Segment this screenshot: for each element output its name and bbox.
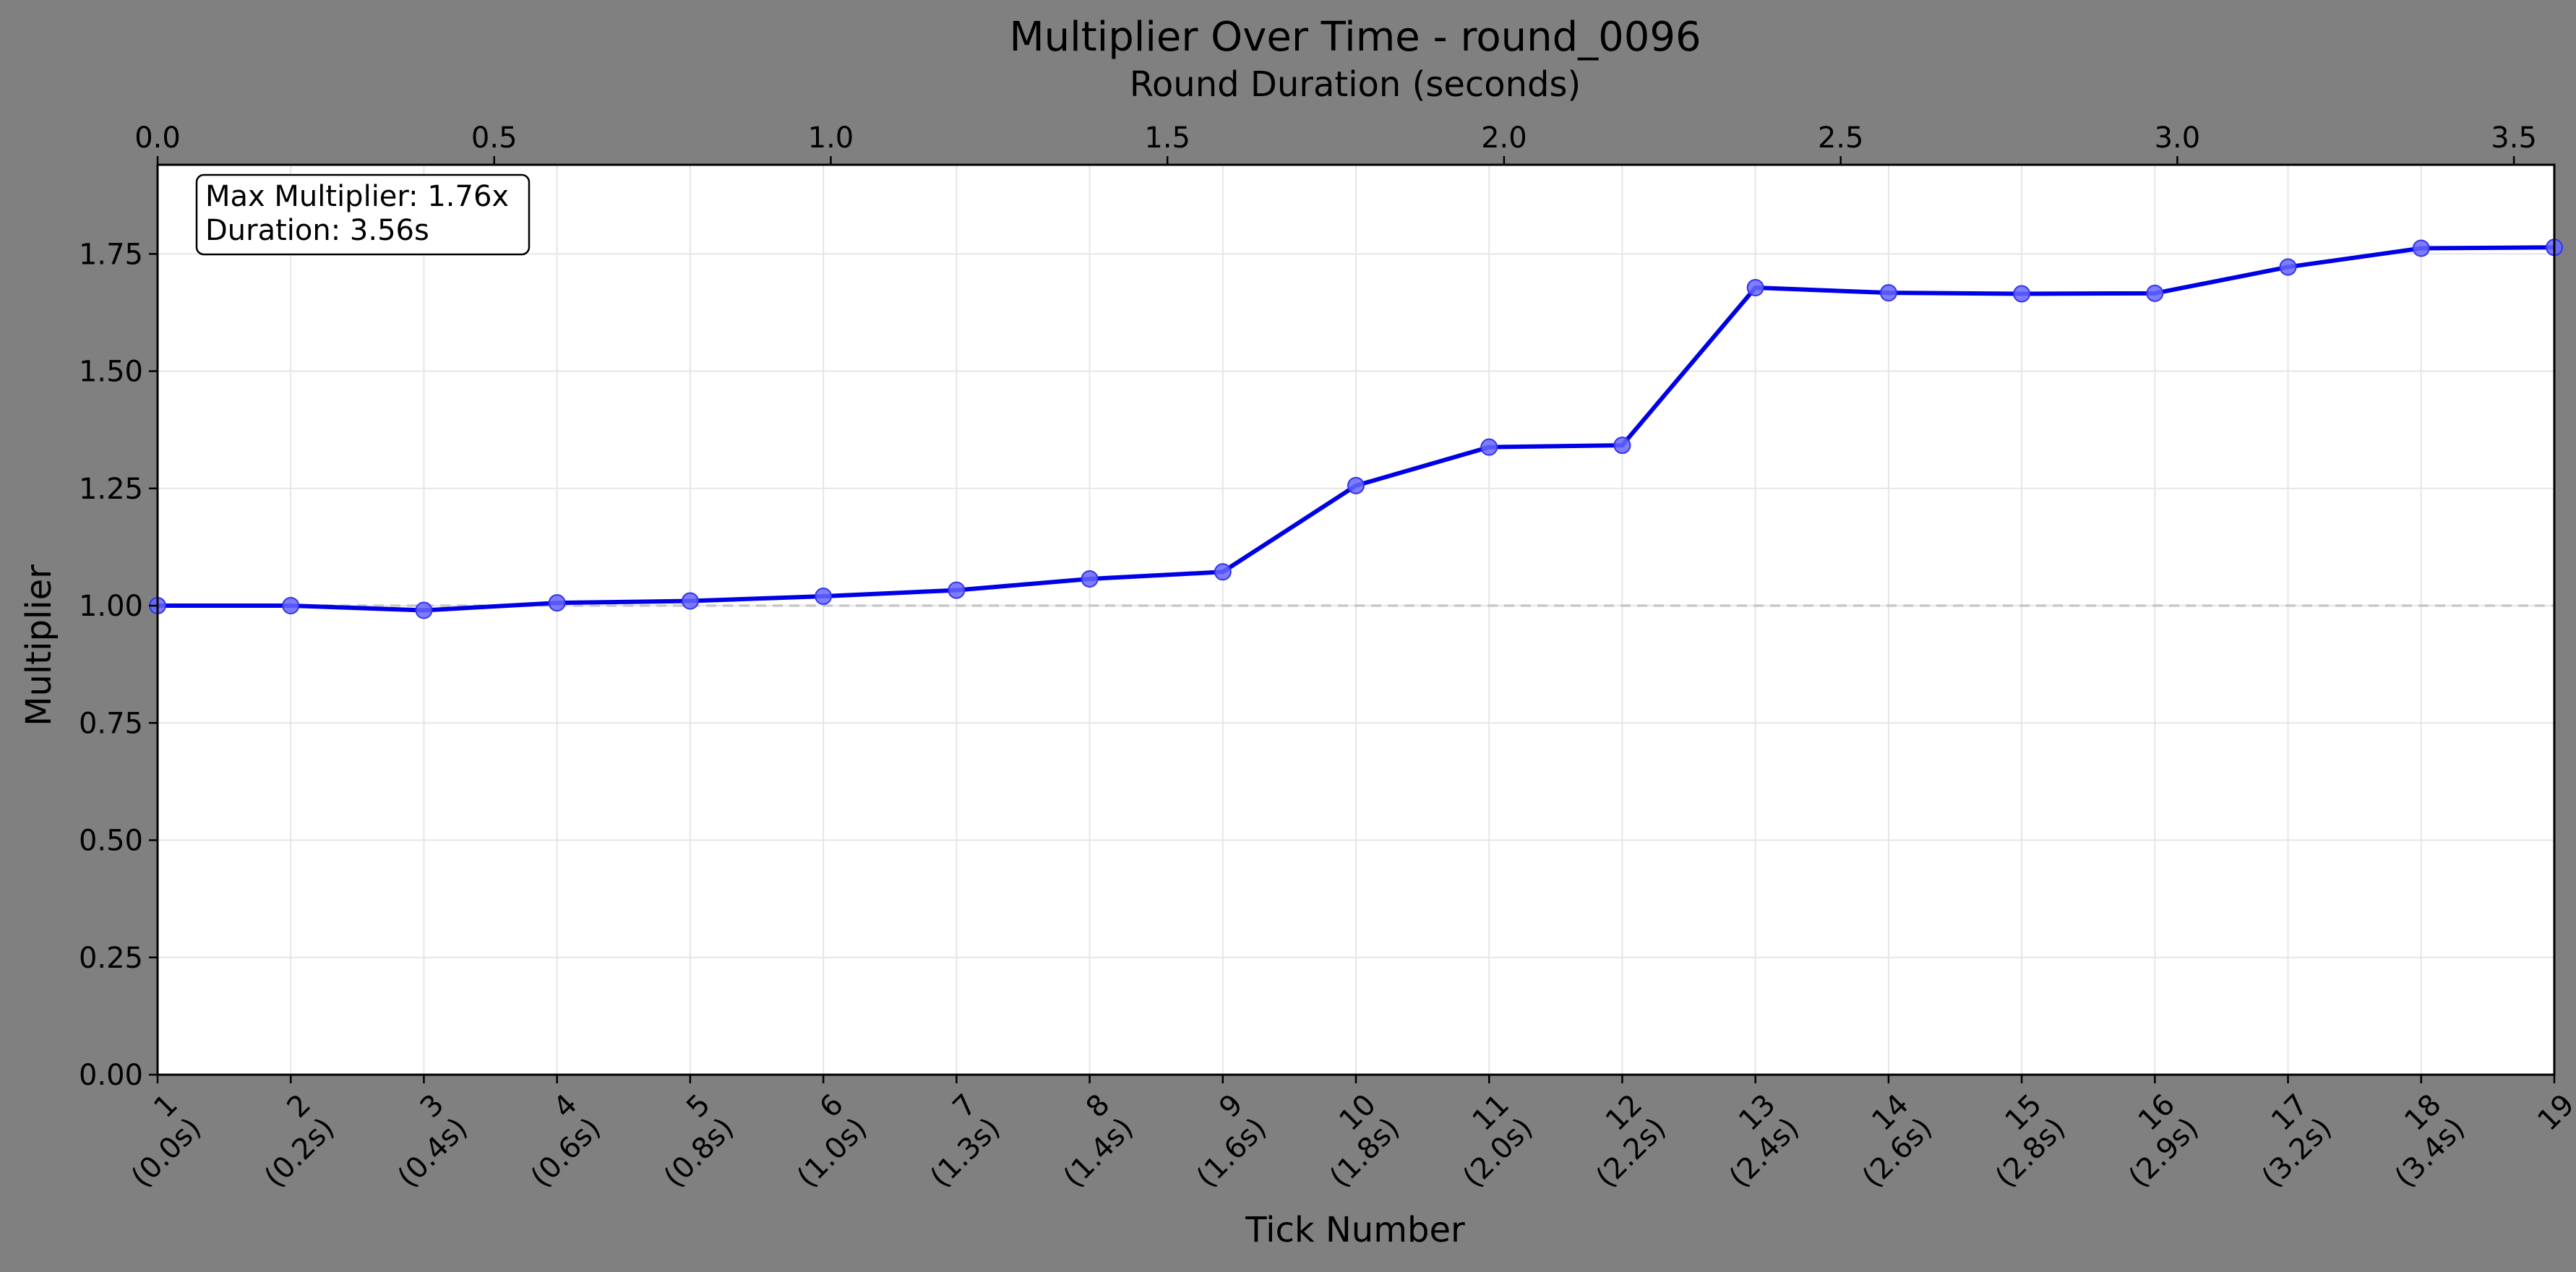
data-point: [815, 588, 833, 606]
x-tick-label: 8(1.4s): [1057, 1088, 1140, 1194]
top-tick-label: 0.0: [134, 121, 181, 155]
y-tick-label: 1.75: [79, 238, 143, 271]
x-tick-label: 17(3.2s): [2256, 1088, 2338, 1194]
x-tick-label: 4(0.6s): [525, 1088, 607, 1194]
y-axis-label: Multiplier: [19, 564, 59, 726]
chart-title: Multiplier Over Time - round_0096: [1009, 14, 1701, 61]
top-tick-label: 3.5: [2491, 121, 2537, 155]
x-tick-label-line: (0.2s): [258, 1112, 340, 1194]
x-tick-label-line: 19: [2531, 1088, 2576, 1138]
x-tick-label: 7(1.3s): [924, 1088, 1006, 1194]
annotation-max-multiplier: Max Multiplier: 1.76x: [205, 180, 509, 213]
x-tick-label: 3(0.4s): [392, 1088, 474, 1194]
data-point: [1480, 438, 1498, 456]
data-point: [2013, 285, 2031, 303]
top-tick-label: 2.0: [1481, 121, 1527, 155]
y-tick-label: 1.25: [79, 473, 143, 506]
data-point: [681, 592, 699, 610]
y-tick-label: 0.50: [79, 825, 143, 858]
data-point: [2279, 258, 2297, 276]
x-axis-ticks: 1(0.0s) 2(0.2s) 3(0.4s) 4(0.6s) 5(0.8s) 6(1.0…: [125, 1075, 2576, 1194]
stats-annotation: Max Multiplier: 1.76x Duration: 3.56s: [195, 173, 531, 256]
x-tick-label: 2(0.2s): [258, 1088, 340, 1194]
x-tick-label-line: (1.3s): [924, 1112, 1006, 1194]
x-tick-label-line: (1.4s): [1057, 1112, 1140, 1194]
x-tick-label-line: (0.0s): [125, 1112, 207, 1194]
x-tick-label: 11(2.0s): [1456, 1088, 1539, 1194]
x-tick-label-line: (0.4s): [392, 1112, 474, 1194]
data-point: [948, 581, 966, 599]
x-axis-label: Tick Number: [1245, 1210, 1465, 1250]
y-tick-label: 1.50: [79, 356, 143, 389]
annotation-box: [195, 173, 531, 256]
x-tick-label: 18(3.4s): [2389, 1088, 2471, 1194]
top-tick-label: 3.0: [2155, 121, 2201, 155]
x-tick-label: 12(2.2s): [1590, 1088, 1673, 1194]
x-tick-label: 5(0.8s): [658, 1088, 740, 1194]
data-point: [2146, 284, 2164, 302]
y-tick-label: 1.00: [79, 590, 143, 623]
top-axis-ticks: 0.0 0.5 1.0 1.5 2.0 2.5 3.0 3.5: [134, 121, 2537, 165]
series-markers: [149, 239, 2563, 619]
top-axis-label: Round Duration (seconds): [1130, 64, 1581, 105]
x-tick-label: 6(1.0s): [791, 1088, 873, 1194]
top-tick-label: 1.5: [1144, 121, 1190, 155]
data-point: [1347, 476, 1365, 494]
x-tick-label: 16(2.9s): [2122, 1088, 2204, 1194]
y-tick-label: 0.25: [79, 942, 143, 975]
y-tick-label: 0.00: [79, 1059, 143, 1092]
x-tick-label-line: (1.6s): [1190, 1112, 1273, 1194]
data-point: [548, 594, 566, 612]
data-point: [1746, 279, 1764, 297]
data-point: [1214, 563, 1232, 581]
top-tick-label: 0.5: [471, 121, 518, 155]
x-tick-label: 19: [2531, 1088, 2576, 1138]
x-tick-label: 10(1.8s): [1323, 1088, 1406, 1194]
x-tick-label: 9(1.6s): [1190, 1088, 1273, 1194]
y-axis-ticks: 0.00 0.25 0.50 0.75 1.00 1.25 1.50 1.75: [79, 238, 158, 1092]
x-tick-label-line: (0.6s): [525, 1112, 607, 1194]
data-point: [282, 597, 300, 615]
x-tick-label: 13(2.4s): [1723, 1088, 1806, 1194]
top-tick-label: 1.0: [808, 121, 854, 155]
x-tick-label-line: (0.8s): [658, 1112, 740, 1194]
data-point: [1879, 284, 1897, 302]
data-point: [2412, 239, 2430, 257]
x-tick-label-line: (1.0s): [791, 1112, 873, 1194]
data-point: [1613, 437, 1631, 455]
y-tick-label: 0.75: [79, 707, 143, 740]
x-tick-label: 15(2.8s): [1989, 1088, 2071, 1194]
data-point: [1081, 570, 1099, 588]
x-tick-label: 1(0.0s): [125, 1088, 207, 1194]
top-tick-label: 2.5: [1818, 121, 1864, 155]
x-tick-label: 14(2.6s): [1856, 1088, 1939, 1194]
data-point: [415, 601, 433, 619]
annotation-duration: Duration: 3.56s: [205, 214, 429, 247]
